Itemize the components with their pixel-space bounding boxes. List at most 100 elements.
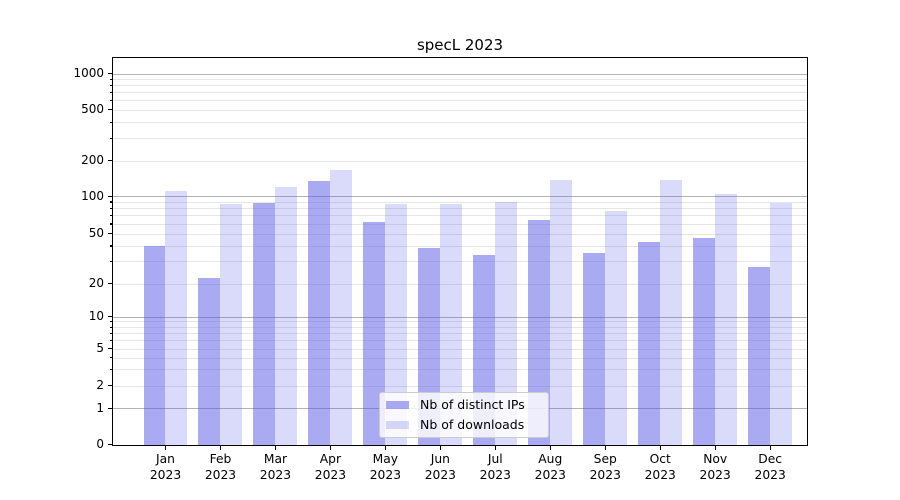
y-tick-label: 50 bbox=[88, 226, 104, 241]
x-tick-mark bbox=[604, 445, 606, 451]
bar-nov-distinct-ips bbox=[693, 238, 715, 445]
minor-gridline bbox=[113, 245, 807, 247]
major-gridline bbox=[113, 316, 807, 318]
minor-gridline bbox=[113, 283, 807, 285]
minor-gridline bbox=[113, 357, 807, 359]
x-tick-label-sep: Sep 2023 bbox=[589, 452, 621, 482]
y-minor-tick-mark bbox=[110, 245, 114, 247]
y-minor-tick-mark bbox=[110, 339, 114, 341]
minor-gridline bbox=[113, 201, 807, 203]
minor-gridline bbox=[113, 100, 807, 102]
bar-apr-distinct-ips bbox=[308, 180, 331, 445]
bar-jan-distinct-ips bbox=[143, 245, 166, 445]
bar-may-downloads bbox=[385, 204, 407, 445]
minor-gridline bbox=[113, 208, 807, 210]
x-tick-label-nov: Nov 2023 bbox=[699, 452, 731, 482]
minor-gridline bbox=[113, 321, 807, 323]
y-tick-label: 1000 bbox=[73, 66, 104, 81]
x-tick-label-may: May 2023 bbox=[369, 452, 402, 482]
x-tick-label-dec: Dec 2023 bbox=[754, 452, 786, 482]
minor-gridline bbox=[113, 326, 807, 328]
y-minor-tick-mark bbox=[110, 214, 114, 217]
bar-apr-downloads bbox=[330, 170, 352, 445]
minor-gridline bbox=[113, 109, 807, 111]
x-tick-label-mar: Mar 2023 bbox=[259, 452, 292, 482]
bar-mar-downloads bbox=[275, 186, 298, 445]
y-tick-label: 0 bbox=[96, 437, 104, 452]
x-tick-mark bbox=[164, 445, 167, 451]
minor-gridline bbox=[113, 233, 807, 235]
y-tick-mark bbox=[108, 233, 114, 235]
legend-swatch-downloads bbox=[386, 420, 409, 430]
y-tick-label: 5 bbox=[96, 341, 104, 356]
y-tick-label: 20 bbox=[88, 276, 104, 291]
legend-label: Nb of distinct IPs bbox=[420, 397, 525, 412]
y-tick-mark bbox=[108, 73, 114, 75]
legend-label: Nb of downloads bbox=[420, 417, 525, 432]
x-tick-mark bbox=[549, 445, 551, 451]
x-tick-mark bbox=[494, 445, 496, 451]
x-tick-mark bbox=[384, 445, 386, 451]
bar-aug-distinct-ips bbox=[528, 220, 551, 445]
y-tick-label: 1 bbox=[96, 401, 104, 415]
y-minor-tick-mark bbox=[110, 99, 114, 101]
chart-title: specL 2023 bbox=[416, 36, 504, 54]
x-tick-mark bbox=[219, 445, 222, 451]
y-tick-mark bbox=[108, 316, 114, 318]
bar-jan-downloads bbox=[165, 191, 188, 445]
y-tick-label: 10 bbox=[88, 309, 104, 324]
y-minor-tick-mark bbox=[110, 321, 114, 323]
y-tick-label: 200 bbox=[81, 153, 104, 168]
bar-sep-distinct-ips bbox=[583, 252, 606, 445]
minor-gridline bbox=[113, 160, 807, 162]
y-tick-mark bbox=[108, 160, 114, 162]
minor-gridline bbox=[113, 261, 807, 263]
bar-oct-downloads bbox=[660, 179, 682, 445]
y-minor-tick-mark bbox=[110, 137, 114, 139]
y-tick-mark bbox=[108, 109, 114, 111]
y-minor-tick-mark bbox=[110, 84, 114, 86]
x-tick-label-aug: Aug 2023 bbox=[534, 452, 566, 482]
y-minor-tick-mark bbox=[110, 223, 114, 225]
y-tick-mark bbox=[108, 195, 114, 197]
bar-aug-downloads bbox=[550, 179, 572, 445]
bar-feb-distinct-ips bbox=[198, 278, 221, 445]
minor-gridline bbox=[113, 223, 807, 225]
x-tick-mark bbox=[439, 445, 441, 451]
minor-gridline bbox=[113, 92, 807, 94]
legend-item: Nb of downloads bbox=[386, 418, 540, 432]
y-tick-label: 2 bbox=[96, 378, 104, 393]
minor-gridline bbox=[113, 369, 807, 371]
y-tick-mark bbox=[108, 444, 114, 446]
y-minor-tick-mark bbox=[110, 357, 114, 359]
major-gridline bbox=[113, 196, 807, 197]
minor-gridline bbox=[113, 215, 807, 217]
y-minor-tick-mark bbox=[110, 332, 114, 334]
y-tick-mark bbox=[108, 385, 114, 387]
minor-gridline bbox=[113, 85, 807, 87]
legend-swatch-distinct-ips bbox=[386, 400, 409, 410]
legend-item: Nb of distinct IPs bbox=[386, 398, 540, 412]
x-tick-label-jan: Jan 2023 bbox=[149, 452, 182, 482]
x-tick-label-jul: Jul 2023 bbox=[479, 452, 511, 482]
bar-dec-downloads bbox=[769, 202, 792, 445]
x-tick-label-feb: Feb 2023 bbox=[204, 452, 237, 482]
minor-gridline bbox=[113, 78, 807, 80]
bar-dec-distinct-ips bbox=[748, 267, 770, 445]
minor-gridline bbox=[113, 137, 807, 139]
y-minor-tick-mark bbox=[110, 368, 114, 370]
y-minor-tick-mark bbox=[110, 326, 114, 328]
x-tick-mark bbox=[769, 445, 771, 451]
bar-sep-downloads bbox=[605, 210, 627, 445]
bar-oct-distinct-ips bbox=[638, 241, 661, 445]
x-tick-label-apr: Apr 2023 bbox=[314, 452, 347, 482]
minor-gridline bbox=[113, 340, 807, 342]
x-tick-label-jun: Jun 2023 bbox=[424, 452, 456, 482]
y-tick-mark bbox=[108, 283, 114, 285]
y-minor-tick-mark bbox=[110, 201, 114, 203]
y-minor-tick-mark bbox=[110, 207, 114, 209]
y-minor-tick-mark bbox=[110, 78, 114, 80]
minor-gridline bbox=[113, 385, 807, 387]
x-tick-label-oct: Oct 2023 bbox=[644, 452, 676, 482]
